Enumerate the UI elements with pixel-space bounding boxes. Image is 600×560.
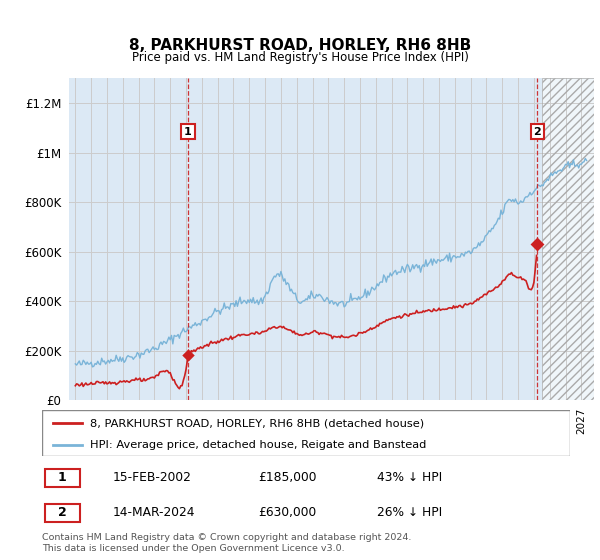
Text: £630,000: £630,000 bbox=[258, 506, 316, 520]
Text: Contains HM Land Registry data © Crown copyright and database right 2024.
This d: Contains HM Land Registry data © Crown c… bbox=[42, 533, 412, 553]
FancyBboxPatch shape bbox=[45, 504, 80, 522]
FancyBboxPatch shape bbox=[42, 410, 570, 456]
Text: 2: 2 bbox=[58, 506, 67, 520]
Text: 26% ↓ HPI: 26% ↓ HPI bbox=[377, 506, 442, 520]
Text: HPI: Average price, detached house, Reigate and Banstead: HPI: Average price, detached house, Reig… bbox=[89, 440, 426, 450]
Text: 8, PARKHURST ROAD, HORLEY, RH6 8HB (detached house): 8, PARKHURST ROAD, HORLEY, RH6 8HB (deta… bbox=[89, 418, 424, 428]
Text: 14-MAR-2024: 14-MAR-2024 bbox=[112, 506, 195, 520]
Point bbox=[183, 350, 193, 359]
Text: 15-FEB-2002: 15-FEB-2002 bbox=[112, 472, 191, 484]
Text: 8, PARKHURST ROAD, HORLEY, RH6 8HB: 8, PARKHURST ROAD, HORLEY, RH6 8HB bbox=[129, 39, 471, 53]
Text: 2: 2 bbox=[533, 127, 541, 137]
Bar bbox=[542, 78, 594, 400]
Point bbox=[532, 240, 542, 249]
Text: 1: 1 bbox=[184, 127, 192, 137]
Bar bbox=[542, 78, 594, 400]
Text: 43% ↓ HPI: 43% ↓ HPI bbox=[377, 472, 442, 484]
Bar bbox=[542, 78, 594, 400]
Text: Price paid vs. HM Land Registry's House Price Index (HPI): Price paid vs. HM Land Registry's House … bbox=[131, 50, 469, 64]
FancyBboxPatch shape bbox=[45, 469, 80, 487]
Text: £185,000: £185,000 bbox=[258, 472, 317, 484]
Text: 1: 1 bbox=[58, 472, 67, 484]
